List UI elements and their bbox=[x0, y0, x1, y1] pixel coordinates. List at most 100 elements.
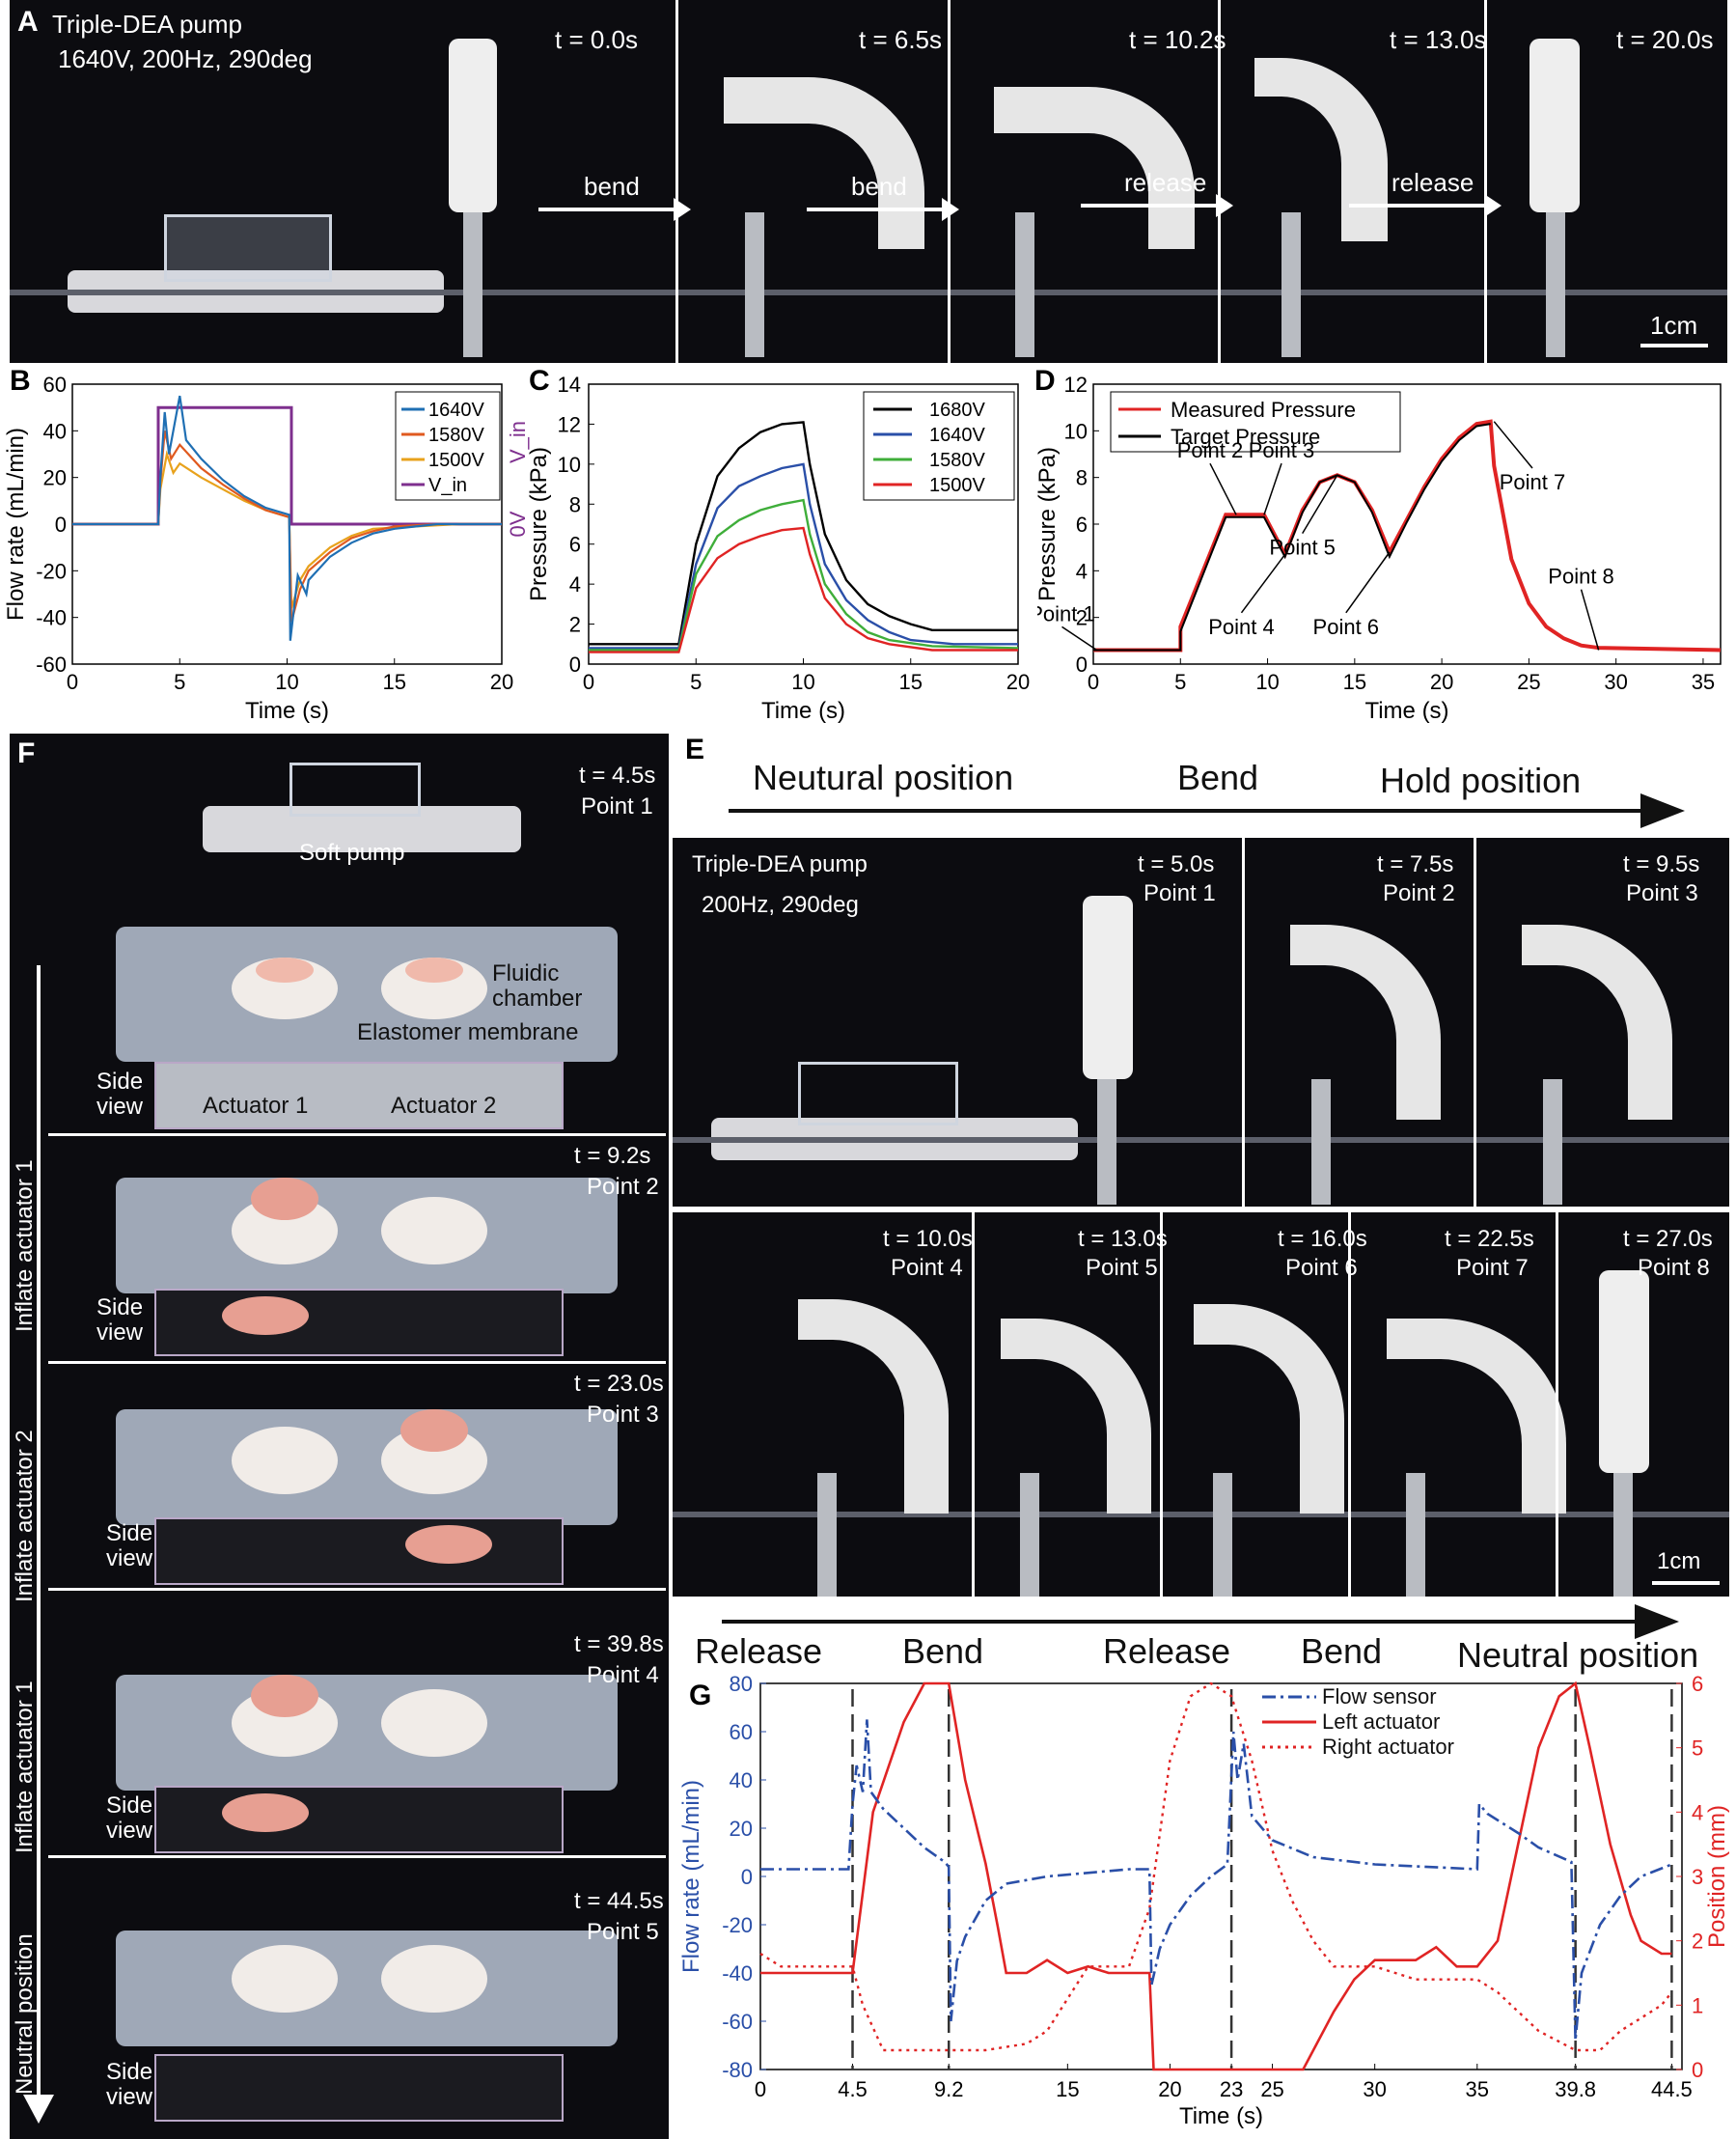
annotation-label: Point 5 bbox=[1269, 536, 1336, 560]
panel-e-row1: Triple-DEA pump 200Hz, 290deg t = 5.0s P… bbox=[673, 838, 1729, 1207]
legend-label: Right actuator bbox=[1322, 1735, 1454, 1759]
point-label: Point 1 bbox=[1144, 880, 1216, 906]
x-tick-label: 44.5 bbox=[1651, 2077, 1693, 2101]
y-axis-label: Flow rate (mL/min) bbox=[3, 428, 29, 621]
y-tick-label: 0 bbox=[55, 513, 67, 537]
annotation-arrow bbox=[1209, 462, 1237, 515]
panel-label-e: E bbox=[685, 734, 705, 765]
y-tick-label: -40 bbox=[722, 1961, 753, 1986]
actuator-2-label: Actuator 2 bbox=[391, 1093, 497, 1119]
series-group bbox=[72, 395, 502, 641]
series-line bbox=[589, 462, 1018, 650]
legend-label: 1500V bbox=[929, 475, 985, 496]
y-tick-label: 2 bbox=[1692, 1930, 1703, 1954]
time-label: t = 4.5s bbox=[579, 763, 656, 789]
pump-frame bbox=[164, 214, 332, 282]
panel-label-c: C bbox=[529, 365, 550, 397]
side-view-label: Side view bbox=[96, 1294, 144, 1347]
x-tick-label: 10 bbox=[1255, 670, 1279, 694]
panel-a-title-2: 1640V, 200Hz, 290deg bbox=[58, 44, 313, 73]
actuator-finger bbox=[1529, 39, 1580, 212]
x-tick-label: 0 bbox=[67, 670, 78, 694]
x-tick-label: 15 bbox=[1056, 2077, 1079, 2101]
y-tick-label: 60 bbox=[730, 1720, 753, 1744]
y-tick-label: 8 bbox=[569, 492, 581, 516]
point-label: Point 6 bbox=[1285, 1255, 1358, 1281]
point-label: Point 8 bbox=[1638, 1255, 1710, 1281]
right-arrow-icon bbox=[538, 208, 683, 211]
stem bbox=[1281, 212, 1301, 357]
series-line bbox=[589, 498, 1019, 652]
panel-label-d: D bbox=[1034, 365, 1056, 397]
y-tick-label: 6 bbox=[1076, 513, 1088, 537]
actuator-dome bbox=[251, 1178, 318, 1220]
side-view-label: Side view bbox=[106, 2059, 153, 2111]
x-tick-label: 15 bbox=[383, 670, 406, 694]
y-tick-label: 40 bbox=[43, 419, 67, 443]
stage-label: Release bbox=[695, 1631, 823, 1671]
arrow-label: release bbox=[1124, 168, 1207, 197]
pump-title-2: 200Hz, 290deg bbox=[702, 892, 859, 918]
legend-label: 1500V bbox=[428, 450, 484, 471]
frame-divider bbox=[972, 1212, 975, 1597]
x-tick-label: 30 bbox=[1604, 670, 1627, 694]
time-label: t = 6.5s bbox=[859, 25, 942, 54]
side-dome bbox=[222, 1793, 309, 1832]
time-label: t = 9.5s bbox=[1623, 851, 1700, 877]
y-tick-label: 0 bbox=[741, 1865, 753, 1889]
right-arrow-icon bbox=[807, 208, 951, 211]
actuator-disc bbox=[232, 1427, 338, 1494]
y-tick-label: 10 bbox=[1064, 419, 1088, 443]
x-tick-label: 20 bbox=[1430, 670, 1453, 694]
x-tick-label: 0 bbox=[583, 670, 594, 694]
scale-bar bbox=[1652, 1581, 1720, 1585]
timeline-arrow-icon bbox=[722, 1620, 1648, 1624]
x-tick-label: 39.8 bbox=[1555, 2077, 1596, 2101]
x-tick-label: 30 bbox=[1363, 2077, 1386, 2101]
chart-b: 0 5 10 15 20 60 40 20 0 -20 -40 -60 Time (s) Flow rat… bbox=[3, 373, 530, 724]
y-tick-label: -20 bbox=[36, 559, 67, 583]
x-tick-label: 10 bbox=[791, 670, 814, 694]
time-label: t = 27.0s bbox=[1623, 1226, 1713, 1252]
time-label: t = 39.8s bbox=[574, 1631, 664, 1657]
membrane-sheet bbox=[116, 1409, 618, 1525]
annotation-label: Point 4 bbox=[1208, 615, 1275, 639]
y-tick-label: 40 bbox=[730, 1768, 753, 1792]
actuator-finger bbox=[449, 39, 497, 212]
right-arrow-icon bbox=[674, 198, 691, 221]
legend-label: 1640V bbox=[428, 400, 484, 421]
x-tick-label: 35 bbox=[1692, 670, 1715, 694]
x-axis-label: Time (s) bbox=[1179, 2103, 1263, 2129]
stage-label: Bend bbox=[1177, 758, 1259, 797]
right-arrow-icon bbox=[1484, 194, 1502, 217]
row-divider bbox=[48, 1361, 666, 1364]
stem bbox=[1543, 1079, 1562, 1205]
annotation-arrow bbox=[1240, 553, 1286, 614]
x-tick-label: 4.5 bbox=[838, 2077, 868, 2101]
timeline-arrow-icon bbox=[1635, 1604, 1679, 1639]
x-tick-label: 20 bbox=[1006, 670, 1030, 694]
stage-label: Bend bbox=[1301, 1631, 1383, 1671]
x-tick-label: 0 bbox=[755, 2077, 766, 2101]
y-tick-label: -40 bbox=[36, 606, 67, 630]
plot-frame bbox=[759, 1682, 1683, 2070]
side-dome bbox=[405, 1525, 492, 1564]
annotation-label: Point 1 bbox=[1037, 601, 1095, 625]
y-tick-label: 0 bbox=[569, 653, 581, 677]
legend-box bbox=[1110, 391, 1401, 453]
y-tick-label: -60 bbox=[36, 653, 67, 677]
annotation-arrow bbox=[1302, 474, 1338, 535]
y-tick-label: 80 bbox=[730, 1672, 753, 1696]
actuator-disc bbox=[381, 1197, 487, 1264]
series-line bbox=[759, 1681, 1673, 2052]
time-label: t = 16.0s bbox=[1278, 1226, 1367, 1252]
side-view-box bbox=[154, 1289, 564, 1356]
right-axis-label: V_in bbox=[506, 421, 530, 463]
y-tick-label: 3 bbox=[1692, 1865, 1703, 1889]
stem bbox=[1613, 1473, 1633, 1597]
arrow-label: release bbox=[1392, 168, 1474, 197]
series-line bbox=[1093, 419, 1722, 653]
row-divider bbox=[48, 1133, 666, 1136]
panel-label-g: G bbox=[689, 1680, 712, 1711]
legend-label: V_in bbox=[428, 475, 467, 496]
